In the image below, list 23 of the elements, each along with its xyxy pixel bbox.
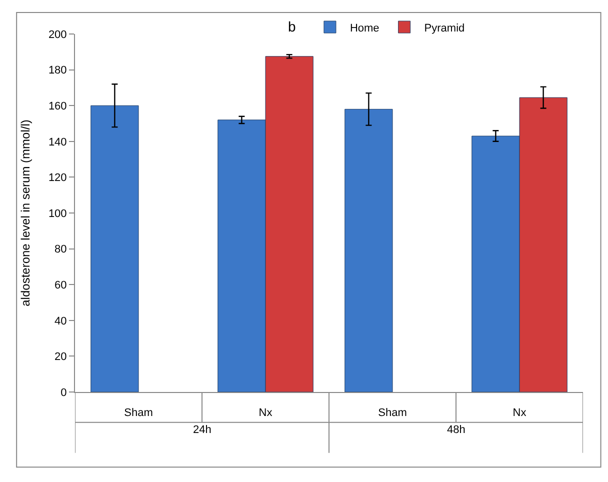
y-tick-label: 140	[48, 136, 67, 148]
y-tick-label: 20	[54, 351, 67, 364]
text: 24h	[193, 424, 212, 436]
x-tick-label: Nx	[512, 407, 527, 420]
y-tick-label: 100	[48, 208, 67, 220]
y-tick-label: 40	[54, 315, 67, 328]
bar	[344, 108, 393, 392]
y-tick-label: 80	[54, 244, 67, 256]
y-tick-label: 60	[54, 279, 67, 292]
legend-label: Home	[350, 22, 380, 34]
x-tick-label: Sham	[378, 407, 407, 420]
y-tick-label: 0	[60, 386, 67, 399]
y-tick-label: 160	[48, 100, 67, 112]
x-tick-label: Sham	[124, 407, 153, 420]
chart-title: b	[288, 18, 296, 34]
y-tick-label: 200	[48, 28, 67, 41]
text: 48h	[447, 424, 466, 436]
y-axis-title: aldosterone level in serum (mmol/l)	[18, 120, 33, 306]
y-tick-label: 180	[48, 64, 67, 77]
y-tick-label: 120	[48, 172, 67, 184]
x-tick-label: Nx	[258, 407, 273, 420]
bar	[90, 105, 139, 392]
legend-label: Pyramid	[424, 22, 465, 34]
